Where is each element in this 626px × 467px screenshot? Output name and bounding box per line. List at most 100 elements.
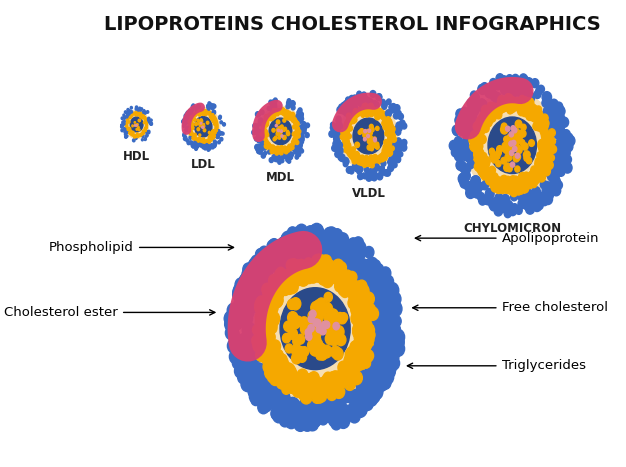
- Circle shape: [310, 223, 324, 239]
- Circle shape: [293, 260, 301, 269]
- Circle shape: [121, 124, 123, 127]
- Circle shape: [267, 343, 278, 355]
- Circle shape: [510, 85, 520, 96]
- Circle shape: [376, 142, 379, 146]
- Circle shape: [386, 333, 398, 347]
- Circle shape: [374, 299, 387, 313]
- Circle shape: [345, 348, 357, 361]
- Circle shape: [254, 371, 264, 382]
- Circle shape: [351, 312, 362, 325]
- Circle shape: [377, 156, 382, 162]
- Circle shape: [387, 159, 393, 165]
- Circle shape: [346, 360, 356, 373]
- Circle shape: [471, 97, 554, 194]
- Circle shape: [125, 125, 127, 127]
- Circle shape: [277, 254, 288, 266]
- Circle shape: [313, 319, 322, 330]
- Circle shape: [497, 99, 505, 109]
- Circle shape: [387, 301, 398, 312]
- Circle shape: [349, 107, 353, 113]
- Circle shape: [313, 387, 324, 400]
- Circle shape: [285, 375, 295, 388]
- Circle shape: [515, 153, 520, 158]
- Circle shape: [478, 121, 485, 130]
- Circle shape: [295, 145, 299, 149]
- Circle shape: [280, 159, 284, 163]
- Circle shape: [357, 333, 367, 345]
- Circle shape: [307, 418, 318, 431]
- Circle shape: [209, 134, 212, 137]
- Circle shape: [239, 274, 252, 290]
- Circle shape: [272, 261, 282, 273]
- Circle shape: [286, 105, 290, 109]
- Circle shape: [287, 233, 298, 246]
- Circle shape: [338, 123, 342, 128]
- Circle shape: [485, 87, 494, 98]
- Circle shape: [193, 115, 213, 139]
- Circle shape: [270, 384, 280, 396]
- Circle shape: [249, 251, 382, 407]
- Circle shape: [297, 131, 300, 135]
- Circle shape: [353, 237, 364, 249]
- Circle shape: [127, 108, 129, 111]
- Circle shape: [346, 353, 354, 363]
- Circle shape: [495, 182, 502, 190]
- Circle shape: [297, 246, 307, 259]
- Circle shape: [213, 134, 215, 138]
- Circle shape: [356, 403, 367, 417]
- Circle shape: [525, 91, 532, 100]
- Circle shape: [140, 134, 142, 135]
- Circle shape: [359, 354, 371, 368]
- Circle shape: [289, 116, 292, 120]
- Circle shape: [539, 152, 546, 161]
- Circle shape: [344, 378, 356, 390]
- Circle shape: [507, 134, 512, 141]
- Circle shape: [278, 237, 291, 252]
- Circle shape: [257, 149, 261, 154]
- Circle shape: [286, 248, 299, 263]
- Circle shape: [183, 119, 187, 122]
- Circle shape: [273, 388, 286, 403]
- Circle shape: [140, 134, 142, 136]
- Circle shape: [309, 414, 321, 427]
- Circle shape: [371, 383, 381, 395]
- Circle shape: [252, 130, 256, 135]
- Circle shape: [531, 166, 538, 174]
- Circle shape: [188, 113, 191, 116]
- Circle shape: [269, 115, 271, 118]
- Circle shape: [508, 136, 514, 142]
- Circle shape: [380, 157, 384, 162]
- Circle shape: [272, 252, 285, 267]
- Circle shape: [344, 355, 356, 368]
- Text: Cholesterol ester: Cholesterol ester: [4, 306, 215, 319]
- Circle shape: [272, 99, 276, 104]
- Circle shape: [278, 136, 280, 139]
- Circle shape: [347, 238, 359, 251]
- Circle shape: [374, 310, 384, 321]
- Circle shape: [458, 146, 466, 156]
- Circle shape: [352, 158, 357, 164]
- Circle shape: [265, 329, 273, 339]
- Circle shape: [287, 367, 296, 377]
- Circle shape: [265, 393, 279, 409]
- Circle shape: [296, 372, 306, 384]
- Circle shape: [257, 112, 260, 117]
- Circle shape: [305, 373, 317, 387]
- Circle shape: [307, 416, 319, 429]
- Circle shape: [210, 144, 213, 148]
- Circle shape: [542, 99, 549, 107]
- Circle shape: [210, 134, 212, 138]
- Circle shape: [244, 347, 255, 359]
- Circle shape: [267, 369, 279, 383]
- Circle shape: [317, 379, 327, 390]
- Circle shape: [509, 141, 513, 146]
- Circle shape: [268, 145, 271, 149]
- Circle shape: [553, 180, 562, 190]
- Circle shape: [300, 124, 305, 129]
- Circle shape: [212, 110, 215, 114]
- Circle shape: [276, 397, 288, 411]
- Circle shape: [387, 323, 398, 336]
- Circle shape: [526, 112, 533, 120]
- Circle shape: [366, 175, 372, 181]
- Circle shape: [235, 364, 247, 378]
